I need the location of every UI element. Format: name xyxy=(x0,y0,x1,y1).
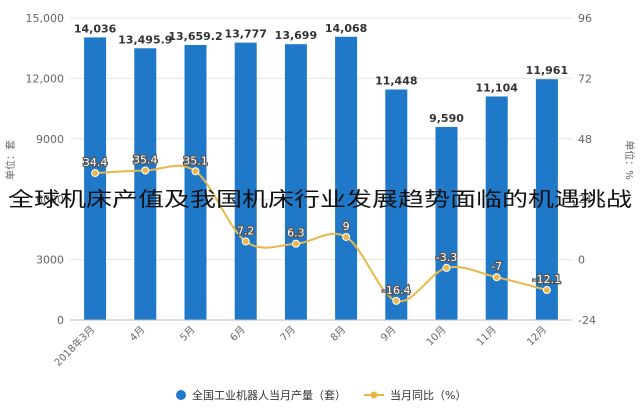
line-value-label: -12.1 xyxy=(533,273,561,286)
right-y-tick: 0 xyxy=(578,254,585,267)
line-value-label: -16.4 xyxy=(382,284,410,297)
line-value-label: 6.3 xyxy=(287,227,305,240)
bar xyxy=(385,89,408,320)
line-point xyxy=(492,273,501,282)
line-data-labels: 34.4 35.4 35.1 7.2 6.3 9 -16.4 -3.3 -7 -12.1 xyxy=(82,152,563,298)
line-point xyxy=(241,237,250,246)
bar-value-label: 11,104 xyxy=(475,81,518,94)
left-axis-title: 单位：套 xyxy=(4,140,17,180)
bar xyxy=(84,37,107,320)
left-y-axis: 0 3000 6000 9000 12,000 15,000 xyxy=(26,12,65,327)
x-tick-label: 5月 xyxy=(178,324,198,344)
left-y-tick: 15,000 xyxy=(26,12,65,25)
line-value-label: 34.4 xyxy=(83,156,108,169)
bar-value-label: 11,961 xyxy=(526,64,568,77)
bar xyxy=(535,79,558,320)
right-axis-title: 单位：% xyxy=(623,140,636,180)
legend-line-dot xyxy=(370,391,378,399)
line-point xyxy=(191,167,200,176)
x-tick-label: 9月 xyxy=(378,324,398,344)
line-value-label: 35.4 xyxy=(133,154,158,167)
line-point xyxy=(442,263,451,272)
bar xyxy=(134,48,157,321)
right-y-axis: -24 0 24 48 72 96 xyxy=(578,12,596,327)
x-tick-label: 8月 xyxy=(328,324,348,344)
bar xyxy=(284,44,307,320)
line-value-label: 9 xyxy=(343,220,350,233)
line-value-label: -3.3 xyxy=(436,251,457,264)
right-y-tick: -24 xyxy=(578,314,596,327)
bar-value-label: 11,448 xyxy=(375,75,417,88)
line-point xyxy=(542,286,551,295)
legend-bar-marker xyxy=(176,390,186,400)
line-series xyxy=(91,164,551,305)
x-axis: 2018年3月 4月 5月 6月 7月 8月 9月 10月 11月 12月 xyxy=(51,319,572,369)
bar-value-label: 14,068 xyxy=(325,22,367,35)
line-point xyxy=(141,166,150,175)
bar-value-label: 14,036 xyxy=(74,22,117,35)
bar xyxy=(234,42,257,320)
left-y-tick: 12,000 xyxy=(26,72,65,85)
bar xyxy=(485,96,508,320)
x-tick-label: 6月 xyxy=(228,324,248,344)
right-y-tick: 24 xyxy=(578,193,592,206)
bar-value-label: 9,590 xyxy=(429,112,464,125)
x-tick-label: 2018年3月 xyxy=(51,323,97,369)
x-tick-label: 11月 xyxy=(474,324,499,349)
x-tick-label: 4月 xyxy=(127,324,147,344)
right-y-tick: 96 xyxy=(578,12,592,25)
line-point xyxy=(91,169,100,178)
left-y-tick: 0 xyxy=(57,314,64,327)
bar xyxy=(435,126,458,321)
overlay-title: 全球机床产值及我国机床行业发展趋势面临的机遇挑战 xyxy=(8,187,632,211)
legend-line-label: 当月同比（%） xyxy=(390,388,466,402)
line-point xyxy=(291,239,300,248)
line-value-label: -7 xyxy=(491,260,502,273)
left-y-tick: 3000 xyxy=(36,254,64,267)
bar-value-label: 13,659.2 xyxy=(168,30,222,43)
legend: 全国工业机器人当月产量（套） 当月同比（%） xyxy=(176,388,466,402)
bar xyxy=(335,36,358,320)
bar-value-label: 13,495.9 xyxy=(118,33,172,46)
bar-value-label: 13,777 xyxy=(224,28,266,41)
line-value-label: 35.1 xyxy=(183,154,208,167)
x-tick-label: 10月 xyxy=(424,324,449,349)
bar-series xyxy=(84,36,558,321)
line-value-label: 7.2 xyxy=(237,224,255,237)
right-y-tick: 48 xyxy=(578,133,592,146)
bar-value-label: 13,699 xyxy=(275,29,317,42)
left-y-tick: 6000 xyxy=(36,193,64,206)
x-tick-label: 7月 xyxy=(278,324,298,344)
legend-bar-label: 全国工业机器人当月产量（套） xyxy=(192,388,346,402)
line-point xyxy=(342,232,351,241)
trend-line xyxy=(95,164,548,303)
right-y-tick: 72 xyxy=(578,72,592,85)
x-tick-label: 12月 xyxy=(524,324,549,349)
left-y-tick: 9000 xyxy=(36,133,64,146)
line-point xyxy=(392,296,401,305)
bar xyxy=(184,44,207,320)
